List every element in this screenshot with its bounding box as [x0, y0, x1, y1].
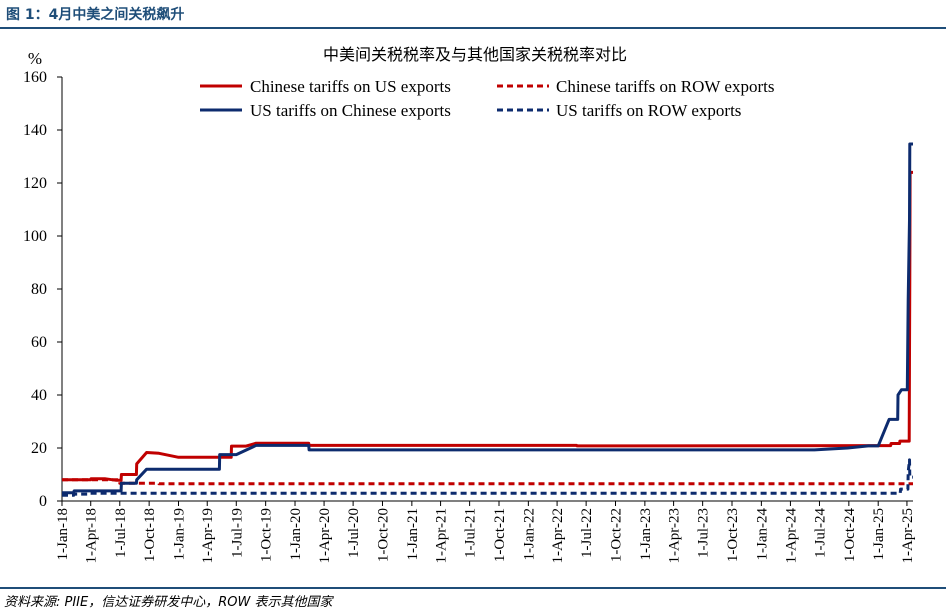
y-tick-label: 100: [23, 228, 47, 245]
y-tick-label: 0: [39, 493, 47, 510]
x-tick-label: 1-Jan-24: [754, 508, 770, 561]
x-tick-label: 1-Apr-20: [317, 508, 333, 564]
y-tick-label: 160: [23, 69, 47, 86]
y-tick-label: 60: [31, 334, 47, 351]
legend-label: Chinese tariffs on US exports: [250, 77, 451, 96]
x-tick-label: 1-Jul-24: [812, 508, 828, 558]
legend-label: US tariffs on ROW exports: [556, 101, 741, 120]
x-tick-label: 1-Apr-24: [783, 508, 799, 564]
legend-label: US tariffs on Chinese exports: [250, 101, 451, 120]
x-tick-label: 1-Jan-23: [638, 508, 654, 561]
x-tick-label: 1-Apr-19: [200, 508, 216, 564]
y-tick-label: 40: [31, 387, 47, 404]
y-tick-label: 80: [31, 281, 47, 298]
x-tick-label: 1-Jan-21: [405, 508, 421, 561]
y-tick-label: 140: [23, 122, 47, 139]
x-tick-label: 1-Apr-23: [667, 508, 683, 564]
legend: Chinese tariffs on US exports Chinese tar…: [200, 77, 774, 120]
x-tick-label: 1-Oct-21: [492, 508, 508, 562]
x-tick-label: 1-Oct-19: [259, 508, 275, 562]
chart-title: 中美间关税税率及与其他国家关税税率对比: [323, 45, 627, 64]
x-tick-label: 1-Oct-18: [142, 508, 158, 562]
y-tick-label: 20: [31, 440, 47, 457]
x-tick-label: 1-Oct-20: [375, 508, 391, 562]
series-line-us-tariffs-on-chinese-exports: [62, 142, 913, 495]
legend-label: Chinese tariffs on ROW exports: [556, 77, 774, 96]
x-tick-label: 1-Jul-21: [463, 508, 479, 558]
x-tick-label: 1-Jan-19: [172, 508, 188, 561]
x-tick-label: 1-Apr-22: [550, 508, 566, 564]
x-tick-label: 1-Jul-23: [696, 508, 712, 558]
x-tick-label: 1-Jan-20: [288, 508, 304, 561]
x-tick-label: 1-Jan-18: [55, 508, 71, 561]
x-tick-label: 1-Jul-18: [113, 508, 129, 558]
axes: 0 20 40 60 80 100 120 140 160 1-Jan-18 1-Apr-18 1-J…: [23, 69, 916, 564]
x-tick-label: 1-Jan-22: [521, 508, 537, 561]
y-axis-unit: %: [28, 49, 42, 68]
line-chart: 中美间关税税率及与其他国家关税税率对比 % 0 20 40 60 80 100 120 140…: [23, 45, 916, 564]
x-tick-label: 1-Jul-19: [229, 508, 245, 558]
series-line-us-tariffs-on-row-exports: [62, 458, 913, 497]
source-divider: [0, 587, 946, 589]
title-divider: [0, 27, 946, 29]
source-note: 资料来源: PIIE，信达证券研发中心，ROW 表示其他国家: [4, 595, 333, 610]
x-tick-label: 1-Apr-25: [900, 508, 916, 564]
x-tick-label: 1-Oct-22: [609, 508, 625, 562]
x-tick-label: 1-Apr-21: [434, 508, 450, 564]
x-tick-label: 1-Oct-23: [725, 508, 741, 562]
figure-title: 图 1：4月中美之间关税飙升: [6, 7, 185, 23]
x-tick-label: 1-Oct-24: [842, 508, 858, 563]
x-tick-label: 1-Jan-25: [871, 508, 887, 561]
y-tick-label: 120: [23, 175, 47, 192]
series-layer: [62, 142, 913, 497]
x-tick-label: 1-Apr-18: [84, 508, 100, 564]
x-tick-label: 1-Jul-22: [579, 508, 595, 558]
x-tick-label: 1-Jul-20: [346, 508, 362, 558]
series-line-chinese-tariffs-on-row-exports: [62, 478, 913, 486]
series-line-chinese-tariffs-on-us-exports: [62, 170, 913, 482]
